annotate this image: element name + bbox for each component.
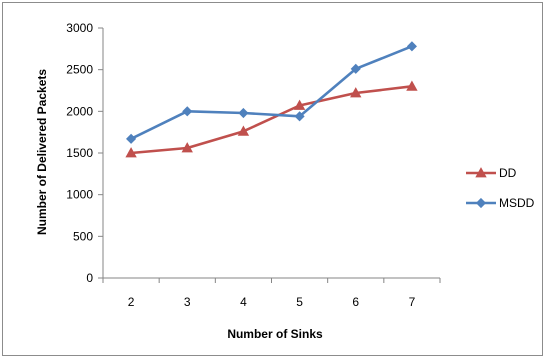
data-point-dd xyxy=(181,142,193,153)
y-tick-label: 500 xyxy=(73,229,93,243)
legend-item-dd: DD xyxy=(466,166,517,180)
y-tick-label: 2000 xyxy=(66,104,93,118)
y-tick-label: 1000 xyxy=(66,188,93,202)
series-dd xyxy=(125,80,418,158)
data-point-msdd xyxy=(238,107,249,119)
y-tick-label: 0 xyxy=(86,271,93,285)
legend-label-dd: DD xyxy=(499,166,517,180)
x-tick-label: 4 xyxy=(240,295,247,309)
series-line-dd xyxy=(130,85,413,155)
series-line-msdd xyxy=(130,45,413,141)
chart-frame xyxy=(2,2,543,356)
x-tick-label: 5 xyxy=(296,295,303,309)
y-tick-label: 3000 xyxy=(66,21,93,35)
data-point-msdd xyxy=(126,133,137,144)
data-point-dd xyxy=(293,99,306,110)
axes xyxy=(98,27,441,283)
y-tick-labels: 0 500 1000 1500 2000 2500 3000 xyxy=(66,21,93,285)
x-tick-label: 3 xyxy=(184,295,191,309)
legend-marker-dd xyxy=(475,167,487,178)
data-point-msdd xyxy=(182,106,193,117)
legend-marker-msdd xyxy=(475,197,487,209)
legend: DD MSDD xyxy=(466,166,535,210)
x-tick-labels: 2 3 4 5 6 7 xyxy=(128,295,416,309)
x-tick-label: 7 xyxy=(409,295,416,309)
y-axis-title: Number of Delivered Packets xyxy=(35,69,49,235)
x-axis-title: Number of Sinks xyxy=(227,327,323,341)
y-tick-label: 2500 xyxy=(66,63,93,77)
series-msdd xyxy=(126,41,417,144)
x-tick-label: 2 xyxy=(128,295,135,309)
legend-item-msdd: MSDD xyxy=(466,196,535,210)
legend-label-msdd: MSDD xyxy=(499,196,535,210)
data-point-msdd xyxy=(350,63,361,74)
data-point-dd xyxy=(406,80,418,91)
y-tick-label: 1500 xyxy=(66,146,93,160)
data-point-dd xyxy=(237,125,250,136)
data-point-msdd xyxy=(406,41,417,52)
data-point-dd xyxy=(350,87,362,98)
x-tick-label: 6 xyxy=(352,295,359,309)
data-point-dd xyxy=(125,147,137,158)
series-layer xyxy=(125,41,418,158)
data-point-msdd xyxy=(294,111,305,122)
